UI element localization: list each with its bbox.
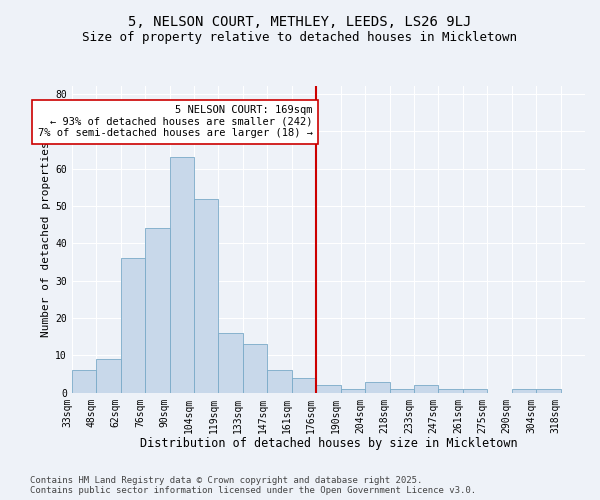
Bar [268,370,292,392]
Bar [389,389,414,392]
Text: 5, NELSON COURT, METHLEY, LEEDS, LS26 9LJ: 5, NELSON COURT, METHLEY, LEEDS, LS26 9L… [128,15,472,29]
X-axis label: Distribution of detached houses by size in Mickletown: Distribution of detached houses by size … [140,437,517,450]
Y-axis label: Number of detached properties: Number of detached properties [41,142,51,338]
Bar [292,378,316,392]
Text: Contains HM Land Registry data © Crown copyright and database right 2025.
Contai: Contains HM Land Registry data © Crown c… [30,476,476,495]
Bar [218,333,243,392]
Bar [414,386,439,392]
Bar [341,389,365,392]
Bar [121,258,145,392]
Bar [365,382,389,392]
Text: 5 NELSON COURT: 169sqm
← 93% of detached houses are smaller (242)
7% of semi-det: 5 NELSON COURT: 169sqm ← 93% of detached… [38,105,313,138]
Bar [145,228,170,392]
Bar [194,198,218,392]
Bar [72,370,97,392]
Bar [243,344,268,393]
Bar [170,158,194,392]
Bar [97,359,121,392]
Bar [512,389,536,392]
Bar [536,389,560,392]
Text: Size of property relative to detached houses in Mickletown: Size of property relative to detached ho… [83,31,517,44]
Bar [439,389,463,392]
Bar [316,386,341,392]
Bar [463,389,487,392]
